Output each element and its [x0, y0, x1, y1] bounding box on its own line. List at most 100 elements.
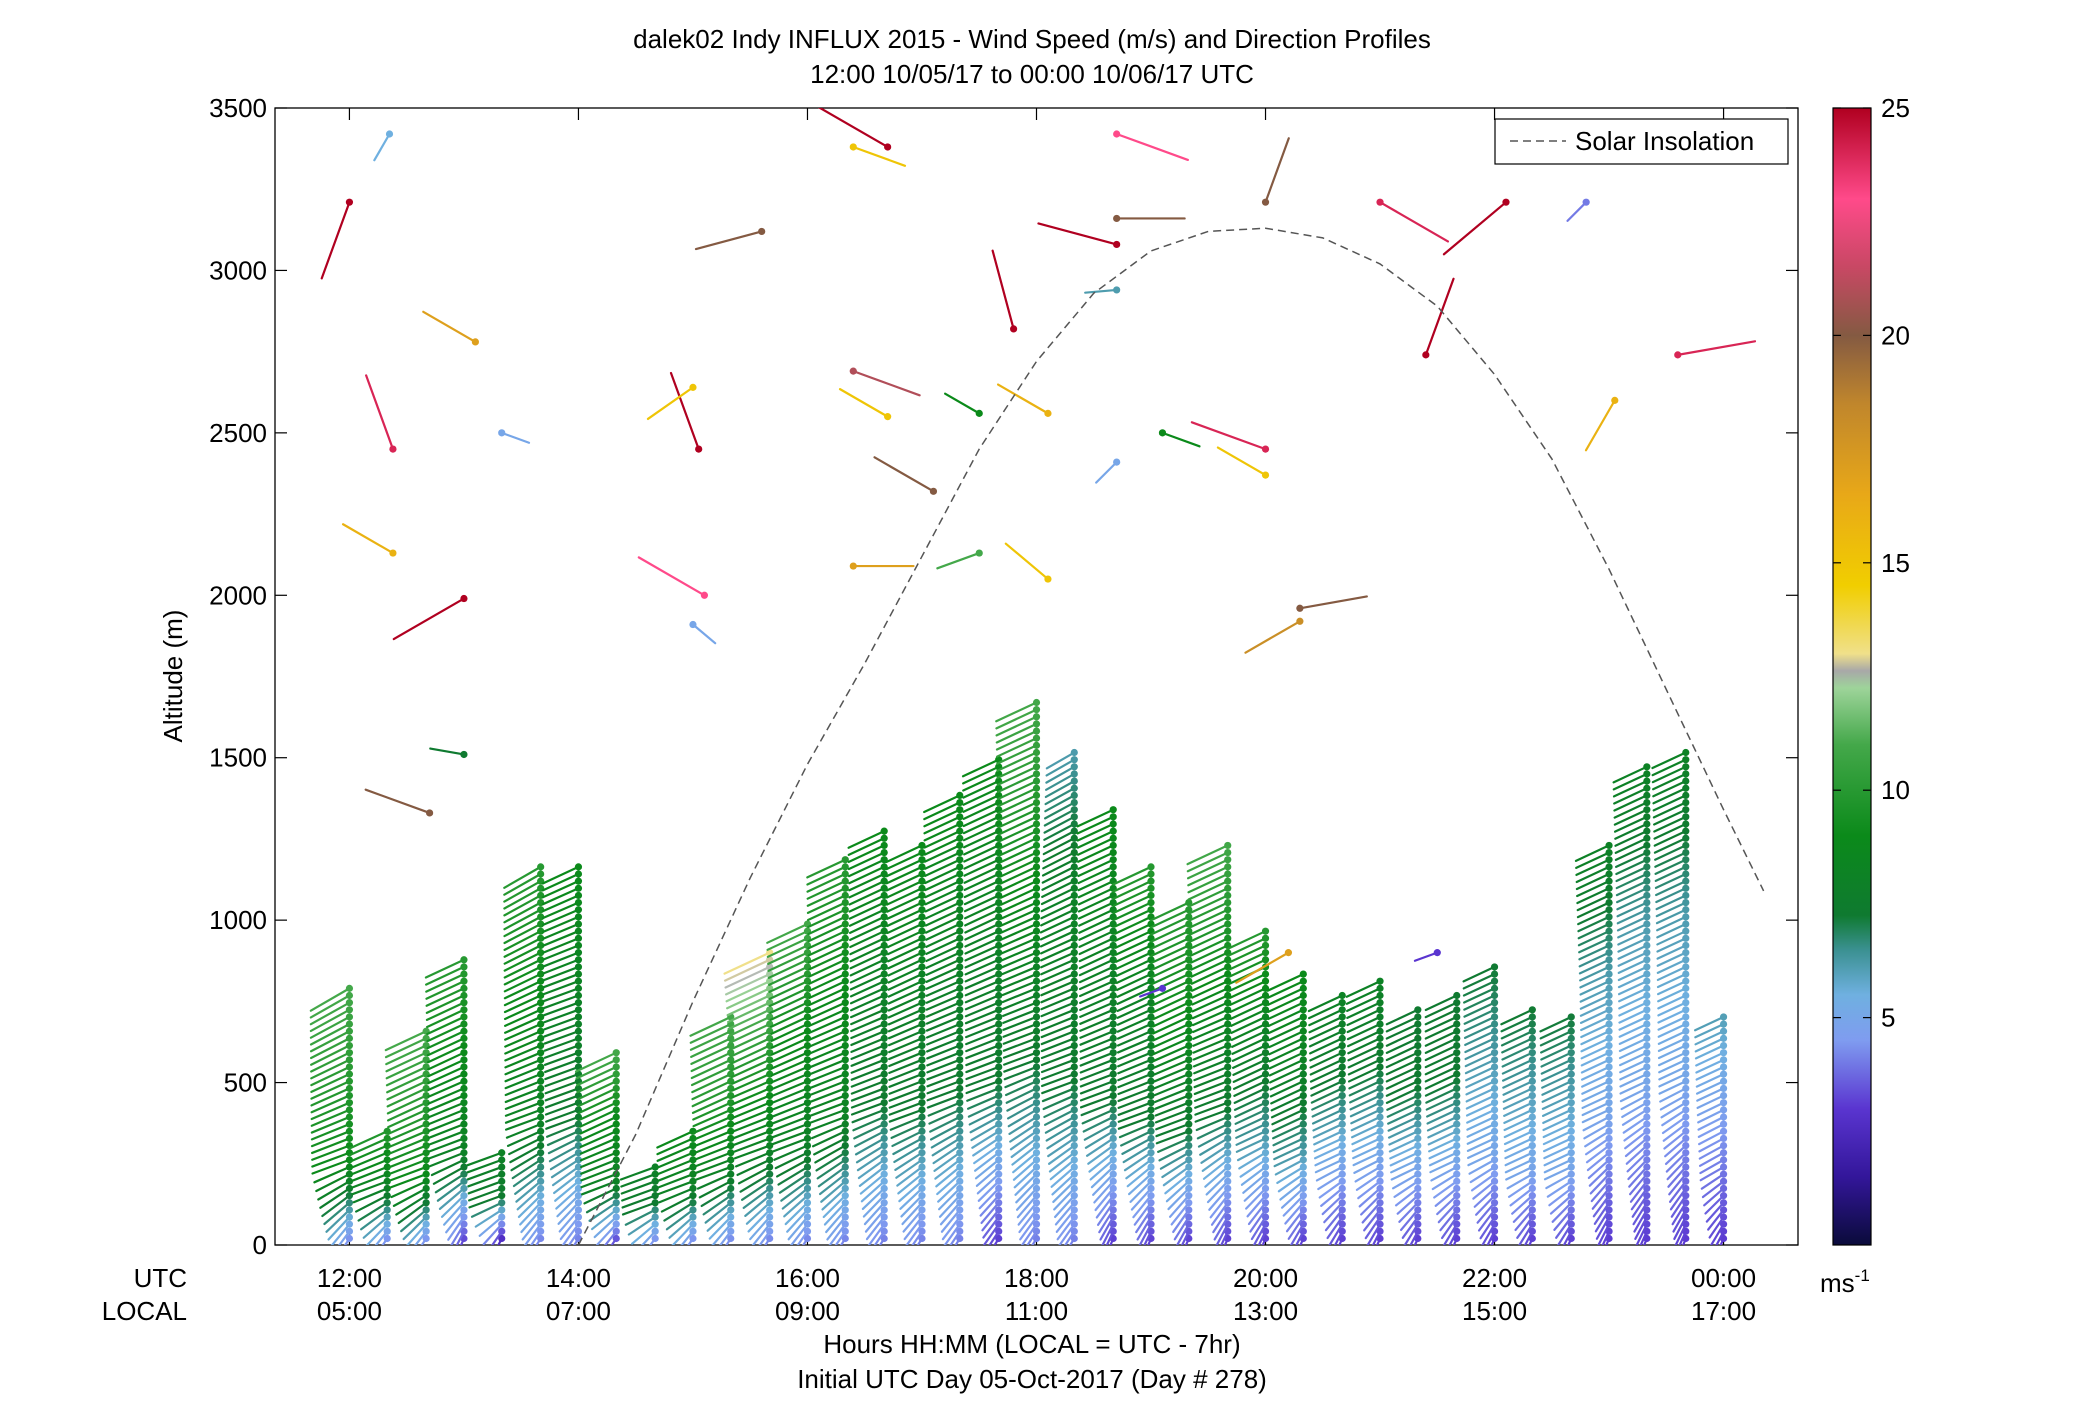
wind-barb-dot [1490, 1227, 1499, 1235]
wind-barb-dot [1376, 1163, 1384, 1171]
wind-barb-shaft [1426, 1115, 1458, 1132]
wind-barb-dot [995, 1163, 1003, 1171]
wind-barb-shaft [1442, 201, 1508, 256]
wind-barb-dot [1643, 820, 1651, 828]
colorbar-unit: ms-1 [1820, 1266, 1870, 1298]
wind-barb-dot [1185, 1084, 1193, 1093]
wind-barb-shaft [1376, 1237, 1382, 1245]
wind-barb-shaft [997, 801, 1038, 822]
wind-barb-shaft [580, 1165, 618, 1182]
wind-barb-shaft [996, 772, 1038, 793]
wind-barb-shaft [808, 1044, 847, 1062]
wind-barb-shaft [515, 1180, 542, 1203]
wind-barb-shaft [1212, 1208, 1229, 1234]
wind-barb-dot [803, 1127, 812, 1135]
wind-barb-shaft [440, 1194, 466, 1218]
wind-barb-shaft [1464, 1044, 1496, 1061]
wind-barb-dot [1528, 1141, 1536, 1150]
wind-barb-shaft [1159, 1151, 1190, 1170]
wind-barb-shaft [963, 851, 1000, 870]
y-tick-label: 2500 [209, 418, 267, 448]
wind-barb-shaft [1615, 880, 1648, 897]
wind-barb-shaft [1161, 431, 1201, 448]
wind-barb-shaft [1700, 1173, 1725, 1190]
wind-barb-shaft [1385, 1037, 1419, 1054]
wind-barb-shaft [1116, 1001, 1153, 1019]
wind-barb-shaft [965, 1030, 1000, 1046]
wind-barb-shaft [544, 1065, 580, 1081]
wind-barb-dot [884, 143, 892, 151]
wind-barb-shaft [1117, 1044, 1153, 1061]
wind-barb-shaft [428, 1144, 466, 1160]
wind-barb-shaft [542, 930, 580, 947]
wind-barb-shaft [1616, 908, 1648, 925]
wind-barb-shaft [1191, 987, 1229, 1006]
wind-barb-dot [460, 1149, 468, 1157]
wind-barb-shaft [1634, 1215, 1648, 1241]
wind-barb-shaft [542, 958, 580, 975]
wind-barb-shaft [504, 1094, 542, 1110]
wind-barb-shaft [1116, 1022, 1153, 1040]
wind-barb-dot [880, 1127, 888, 1135]
wind-barb-dot [1605, 1113, 1613, 1121]
wind-barb-shaft [730, 1044, 771, 1065]
wind-barb-shaft [1272, 1137, 1305, 1154]
wind-barb-dot [918, 1063, 926, 1071]
wind-barb-shaft [1507, 1180, 1534, 1198]
wind-barb-shaft [1622, 1115, 1648, 1134]
wind-barb-dot [345, 984, 354, 992]
wind-barb-shaft [1504, 1151, 1534, 1167]
wind-barb-shaft [1310, 1080, 1344, 1097]
wind-barb-shaft [509, 1144, 542, 1164]
wind-barb-shaft [847, 830, 886, 849]
wind-barb-dot [383, 1227, 391, 1235]
wind-barb-shaft [386, 1073, 428, 1094]
wind-barb-shaft [1352, 1151, 1382, 1167]
wind-barb-shaft [1539, 1015, 1573, 1033]
wind-barb-dot [1109, 827, 1117, 835]
wind-barb-shaft [426, 1022, 466, 1043]
wind-barb-dot [574, 977, 583, 985]
wind-barb-shaft [1231, 1030, 1267, 1048]
wind-barb-shaft [543, 1037, 580, 1052]
wind-barb-shaft [1653, 822, 1687, 840]
wind-barb-shaft [1312, 1123, 1344, 1139]
wind-barb-shaft [923, 801, 961, 821]
wind-barb-shaft [543, 1044, 580, 1059]
wind-barb-dot [345, 1034, 354, 1042]
wind-barb-dot [1567, 1192, 1575, 1200]
wind-barb-shaft [1193, 1080, 1229, 1096]
wind-barb-dot [841, 906, 849, 914]
wind-barb-shaft [962, 787, 1000, 806]
wind-barb-dot [1224, 1077, 1232, 1085]
wind-barb-shaft [309, 1037, 351, 1060]
wind-barb-dot [1224, 1049, 1232, 1057]
wind-barb-shaft [730, 1051, 771, 1072]
wind-barb-dot [1338, 1192, 1346, 1200]
wind-barb-shaft [385, 1044, 428, 1066]
y-tick-label: 3500 [209, 93, 267, 123]
wind-barb-dot [1109, 1084, 1117, 1093]
wind-barb-dot [422, 1113, 430, 1121]
wind-barb-shaft [887, 1022, 924, 1040]
wind-barb-dot [1224, 1034, 1232, 1042]
wind-barb-dot [1605, 891, 1613, 900]
wind-barb-dot [537, 1177, 545, 1185]
wind-barb-shaft [936, 1173, 961, 1196]
wind-barb-dot [1109, 1049, 1117, 1057]
wind-barb-shaft [1050, 1165, 1076, 1188]
wind-barb-dot [1414, 1113, 1422, 1121]
wind-barb-shaft [1042, 844, 1076, 863]
wind-barb-shaft [1504, 1137, 1534, 1153]
wind-barb-shaft [425, 987, 466, 1007]
wind-barb-dot [1299, 1056, 1307, 1064]
wind-barb-dot [651, 1170, 659, 1178]
wind-barb-shaft [998, 844, 1038, 864]
wind-barb-dot [727, 1170, 735, 1178]
wind-barb-shaft [1040, 901, 1076, 920]
wind-barb-dot [537, 1127, 545, 1135]
wind-barb-shaft [386, 1087, 428, 1108]
wind-barb-shaft [1048, 1151, 1076, 1173]
wind-barb-shaft [1040, 887, 1076, 906]
wind-barb-dot [1643, 1213, 1651, 1221]
